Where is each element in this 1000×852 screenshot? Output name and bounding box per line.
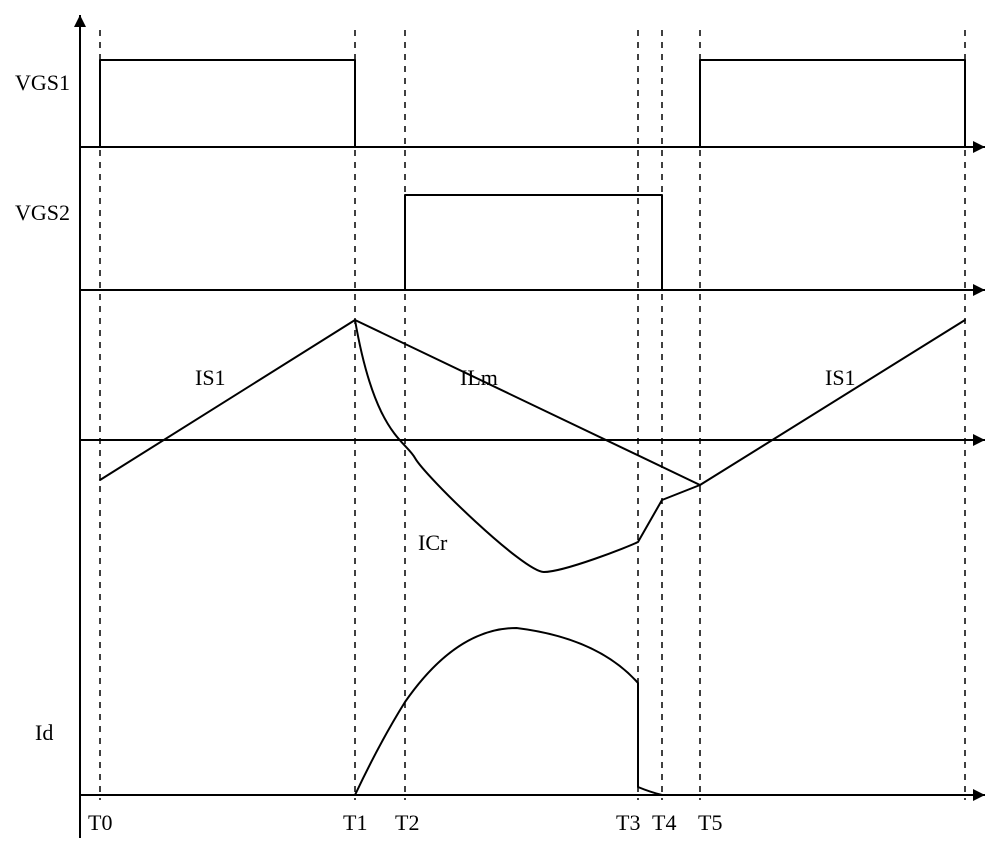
time-label-t4: T4	[652, 810, 676, 836]
is1-right-label: IS1	[825, 365, 856, 391]
waveform-diagram	[0, 0, 1000, 852]
is1-left-label: IS1	[195, 365, 226, 391]
time-label-t3: T3	[616, 810, 640, 836]
time-label-t2: T2	[395, 810, 419, 836]
vgs1-label: VGS1	[15, 70, 70, 96]
ilm-label: ILm	[460, 365, 498, 391]
vgs2-label: VGS2	[15, 200, 70, 226]
time-label-t5: T5	[698, 810, 722, 836]
icr-label: ICr	[418, 530, 447, 556]
id-label: Id	[35, 720, 53, 746]
time-label-t0: T0	[88, 810, 112, 836]
time-label-t1: T1	[343, 810, 367, 836]
